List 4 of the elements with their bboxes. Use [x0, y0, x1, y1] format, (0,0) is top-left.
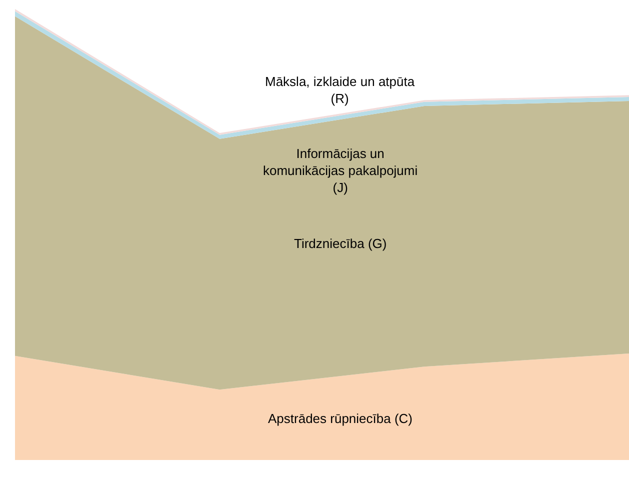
series-label: Māksla, izklaide un atpūta (R) [265, 74, 416, 106]
series-label: Apstrādes rūpniecība (C) [268, 411, 413, 426]
series-label: Tirdzniecība (G) [294, 236, 387, 251]
series-label: Informācijas un komunikācijas pakalpojumi (J) [263, 146, 418, 195]
